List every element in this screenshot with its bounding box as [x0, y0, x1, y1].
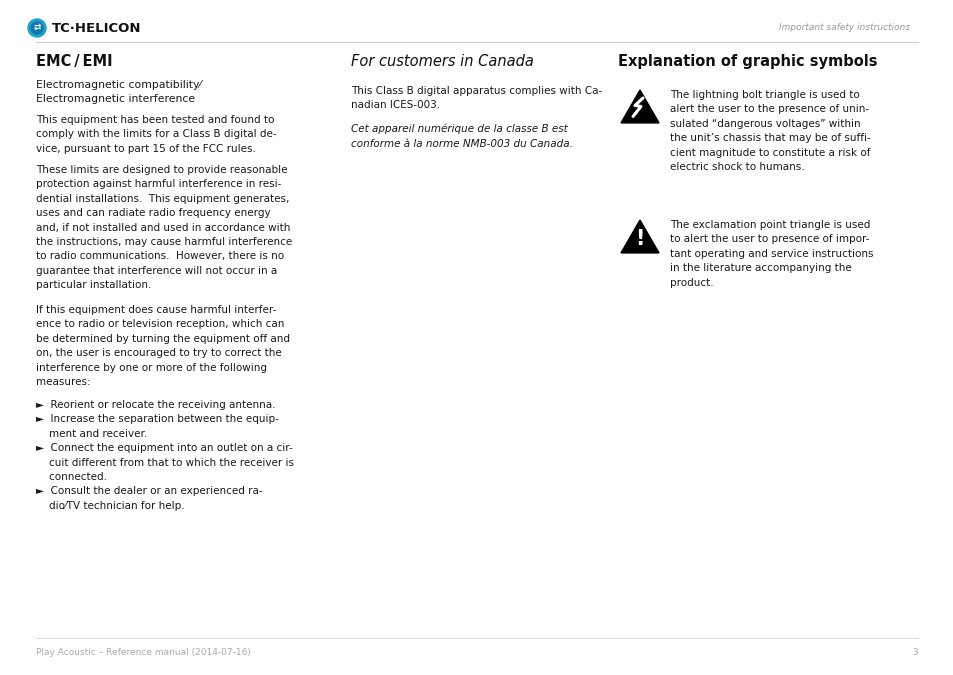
Text: Play Acoustic – Reference manual (2014-07-16): Play Acoustic – Reference manual (2014-0…: [36, 648, 251, 657]
Text: Important safety instructions: Important safety instructions: [778, 24, 909, 32]
Text: ⇄: ⇄: [33, 24, 41, 32]
Text: EMC / EMI: EMC / EMI: [36, 54, 112, 69]
Text: ►  Reorient or relocate the receiving antenna.
►  Increase the separation betwee: ► Reorient or relocate the receiving ant…: [36, 400, 294, 511]
Text: Electromagnetic compatibility⁄
Electromagnetic interference: Electromagnetic compatibility⁄ Electroma…: [36, 80, 201, 104]
Text: !: !: [635, 229, 644, 249]
Text: If this equipment does cause harmful interfer-
ence to radio or television recep: If this equipment does cause harmful int…: [36, 305, 290, 387]
Text: The exclamation point triangle is used
to alert the user to presence of impor-
t: The exclamation point triangle is used t…: [669, 220, 873, 288]
Circle shape: [30, 22, 43, 34]
Text: This Class B digital apparatus complies with Ca-
nadian ICES-003.: This Class B digital apparatus complies …: [351, 86, 601, 111]
Text: 3: 3: [911, 648, 917, 657]
Polygon shape: [620, 90, 659, 123]
Text: These limits are designed to provide reasonable
protection against harmful inter: These limits are designed to provide rea…: [36, 165, 292, 290]
Text: TC·HELICON: TC·HELICON: [52, 22, 141, 34]
Text: Cet appareil numérique de la classe B est
conforme à la norme NMB-003 du Canada.: Cet appareil numérique de la classe B es…: [351, 124, 572, 149]
Circle shape: [28, 19, 46, 37]
Text: This equipment has been tested and found to
comply with the limits for a Class B: This equipment has been tested and found…: [36, 115, 276, 154]
Text: The lightning bolt triangle is used to
alert the user to the presence of unin-
s: The lightning bolt triangle is used to a…: [669, 90, 870, 172]
Polygon shape: [620, 220, 659, 253]
Text: For customers in Canada: For customers in Canada: [351, 54, 534, 69]
Text: Explanation of graphic symbols: Explanation of graphic symbols: [618, 54, 877, 69]
